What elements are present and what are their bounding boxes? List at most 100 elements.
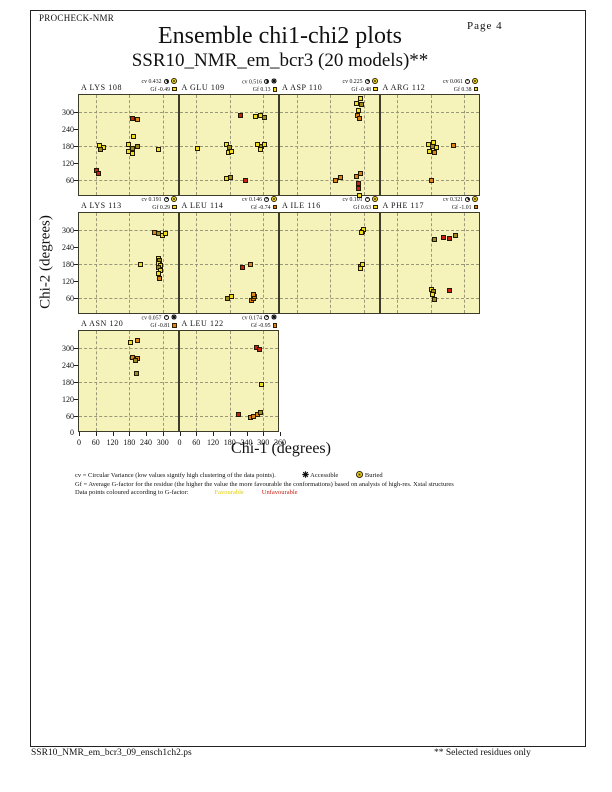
cv-value: cv 0.321 — [443, 197, 463, 203]
y-tick — [74, 298, 78, 299]
y-tick-label: 60 — [66, 293, 74, 303]
accessible-label: Accessible — [310, 472, 339, 479]
grid-line — [229, 331, 231, 431]
data-point — [134, 144, 140, 150]
data-point — [353, 100, 359, 106]
residue-label: A PHE 117 — [382, 201, 425, 210]
chi1-chi2-plot-a-asp-110: A ASP 110 cv 0.225 Gf -0.48 — [279, 78, 380, 198]
app-name-label: PROCHECK-NMR — [39, 13, 115, 23]
chi1-chi2-plot-a-phe-117: A PHE 117 cv 0.321 Gf -1.01 — [379, 196, 480, 314]
data-point — [95, 170, 101, 176]
cv-pie-icon — [163, 315, 169, 320]
grid-line — [280, 230, 379, 231]
data-point — [223, 141, 229, 147]
x-tick — [229, 432, 231, 436]
data-point — [228, 148, 234, 154]
grid-line — [229, 213, 231, 313]
cv-gf-block: cv 0.174 Gf -0.95 — [242, 314, 277, 331]
grid-line — [196, 95, 198, 195]
grid-line — [280, 264, 379, 265]
gf-value: Gf -0.49 — [150, 86, 170, 93]
cv-pie-icon — [465, 196, 470, 202]
grid-line — [179, 348, 278, 349]
y-tick — [74, 281, 78, 282]
grid-line — [79, 298, 178, 299]
chi1-chi2-plot-a-asn-120: A ASN 120 cv 0.057 Gf -0.81 300 240 180 120 60 0… — [62, 314, 179, 447]
x-tick-label: 120 — [106, 438, 119, 447]
data-point — [450, 143, 456, 149]
grid-line — [397, 213, 399, 313]
plot-header: A ASP 110 cv 0.225 Gf -0.48 — [280, 77, 379, 94]
data-point — [128, 339, 134, 345]
gf-value: Gf -0.74 — [250, 204, 271, 211]
y-tick — [74, 416, 78, 417]
cv-gf-block: cv 0.061 Gf 0.38 — [443, 78, 478, 94]
grid-line — [430, 213, 432, 313]
data-point — [332, 177, 338, 183]
x-tick-label: 60 — [91, 438, 100, 447]
cv-gf-block: cv 0.101 Gf 0.63 — [343, 196, 378, 212]
grid-line — [129, 331, 131, 431]
y-origin-label: 0 — [70, 428, 74, 437]
page-title: Ensemble chi1-chi2 plots — [158, 23, 402, 49]
y-tick-label: 240 — [62, 360, 74, 370]
footer-note: ** Selected residues only — [434, 748, 531, 758]
plot-header: A LYS 108 cv 0.432 Gf -0.49 — [79, 77, 178, 94]
gf-colour-swatch — [172, 204, 177, 209]
buried-icon — [356, 471, 364, 478]
y-tick — [74, 348, 78, 349]
x-tick — [162, 432, 164, 436]
y-tick — [74, 247, 78, 248]
cv-value: cv 0.146 — [242, 197, 262, 203]
buried-label: Buried — [364, 472, 383, 479]
plot-header: A GLU 109 cv 0.516 Gf 0.13 — [180, 77, 279, 94]
cv-value: cv 0.061 — [443, 79, 463, 85]
cv-pie-icon — [465, 78, 470, 84]
grid-line — [95, 331, 97, 431]
y-tick-label: 60 — [66, 411, 74, 421]
y-tick-label: 300 — [62, 343, 74, 353]
grid-line — [95, 95, 97, 195]
footer-filename: SSR10_NMR_em_bcr3_09_ensch1ch2.ps — [31, 748, 192, 758]
cv-value: cv 0.516 — [242, 79, 262, 86]
data-point — [440, 234, 446, 240]
legend-colour-line: Data points coloured according to G-fact… — [75, 489, 298, 497]
x-tick-label: 0 — [77, 438, 81, 447]
data-point — [163, 230, 169, 236]
data-point — [253, 114, 259, 120]
data-point — [156, 146, 162, 152]
legend: cv = Circular Variance (low values signi… — [75, 471, 454, 498]
y-tick-label: 240 — [62, 124, 74, 134]
grid-line — [79, 348, 178, 349]
data-point — [132, 357, 138, 363]
data-point — [134, 117, 140, 123]
data-point — [447, 235, 453, 241]
cv-value: cv 0.174 — [242, 315, 262, 322]
plot-header: A LEU 122 cv 0.174 Gf -0.95 — [180, 313, 279, 330]
x-tick-label: 60 — [192, 438, 201, 447]
cv-gf-block: cv 0.321 Gf -1.01 — [443, 196, 478, 212]
grid-line — [229, 95, 231, 195]
y-tick-label: 240 — [62, 242, 74, 252]
y-tick-label: 180 — [62, 259, 74, 269]
data-point — [133, 371, 139, 377]
grid-line — [179, 416, 278, 417]
data-point — [257, 409, 263, 415]
cv-value: cv 0.057 — [141, 315, 162, 322]
data-point — [126, 142, 132, 148]
data-point — [248, 261, 254, 267]
residue-label: A ARG 112 — [382, 83, 426, 92]
gf-value: Gf -0.95 — [250, 323, 271, 329]
gf-colour-swatch — [473, 86, 478, 91]
data-point — [447, 287, 453, 293]
chi1-chi2-plot-a-lys-113: A LYS 113 cv 0.191 Gf 0.29 300 240 180 120 60 — [62, 196, 179, 314]
grid-line — [464, 95, 466, 195]
grid-line — [162, 95, 164, 195]
y-tick-label: 300 — [62, 107, 74, 117]
data-point — [452, 232, 458, 238]
x-axis-title: Chi-1 (degrees) — [231, 440, 331, 457]
grid-line — [280, 112, 379, 113]
chi1-chi2-plot-a-leu-122: A LEU 122 cv 0.174 Gf -0.95 0 60 120 180 240 300… — [178, 314, 286, 447]
grid-line — [263, 213, 265, 313]
accessible-icon — [302, 471, 309, 478]
